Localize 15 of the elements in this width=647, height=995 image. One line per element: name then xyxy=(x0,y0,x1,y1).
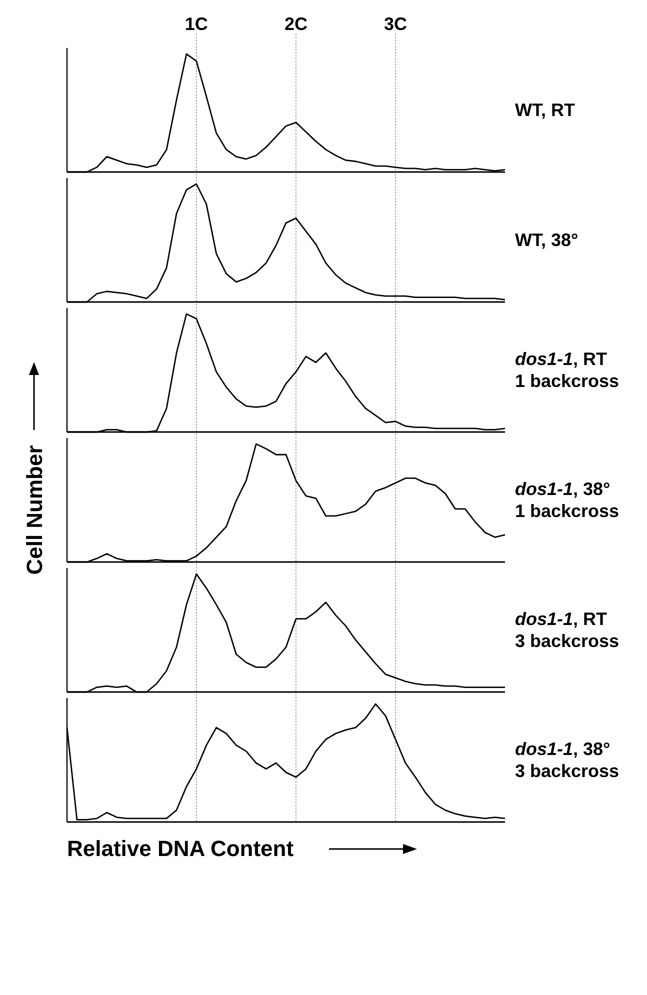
text: 1 backcross xyxy=(515,501,620,521)
x-axis-title: Relative DNA Content xyxy=(67,836,294,861)
text: dos1-1, 38° xyxy=(515,479,610,499)
text: 3 backcross xyxy=(515,631,620,651)
text: WT, RT xyxy=(515,100,575,120)
text: dos1-1, 38° xyxy=(515,739,610,759)
text: 1 backcross xyxy=(515,371,620,391)
x-tick-label: 2C xyxy=(284,14,308,34)
x-tick-label: 3C xyxy=(384,14,408,34)
x-tick-label: 1C xyxy=(184,14,208,34)
text: dos1-1, RT xyxy=(515,609,608,629)
text: WT, 38° xyxy=(515,230,578,250)
text: 3 backcross xyxy=(515,761,620,781)
y-axis-title: Cell Number xyxy=(22,444,47,575)
text: dos1-1, RT xyxy=(515,349,608,369)
